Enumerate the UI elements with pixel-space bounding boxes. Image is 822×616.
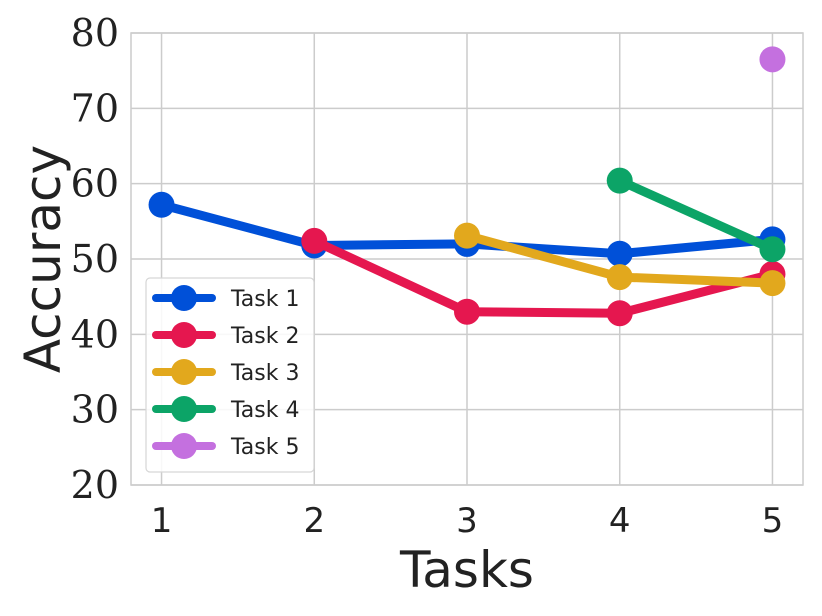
legend-swatch-marker — [171, 285, 197, 311]
legend-label: Task 3 — [230, 361, 299, 386]
legend-label: Task 1 — [230, 287, 299, 312]
legend-swatch-marker — [171, 396, 197, 422]
data-point — [454, 298, 480, 325]
data-point — [759, 270, 786, 297]
legend-swatch-marker — [171, 433, 197, 459]
y-tick-label: 30 — [71, 388, 119, 432]
data-point — [454, 222, 480, 249]
series-layer — [148, 46, 786, 327]
legend-entry: Task 3 — [152, 359, 299, 386]
series-line — [615, 176, 777, 254]
legend-swatch-marker — [171, 359, 197, 385]
series-task-3 — [454, 222, 786, 297]
legend-label: Task 2 — [230, 324, 299, 349]
legend-entry: Task 5 — [152, 433, 299, 460]
x-tick-label: 4 — [609, 501, 631, 541]
data-point — [759, 236, 786, 263]
y-tick-label: 70 — [71, 86, 119, 130]
y-axis-label: Accuracy — [14, 145, 72, 373]
y-tick-label: 20 — [71, 463, 119, 507]
legend-label: Task 4 — [230, 398, 299, 423]
data-point — [606, 264, 633, 291]
x-tick-label: 3 — [456, 501, 478, 541]
x-tick-label: 5 — [762, 501, 784, 541]
x-tick-label: 1 — [151, 501, 173, 541]
y-tick-label: 60 — [71, 162, 119, 206]
y-tick-label: 80 — [71, 11, 119, 55]
series-task-4 — [606, 167, 786, 263]
data-point — [148, 191, 175, 218]
y-tick-label: 40 — [71, 312, 119, 356]
x-axis-label: Tasks — [399, 541, 534, 599]
legend: Task 1 Task 2 Task 3 Task 4 Task 5 — [145, 277, 315, 473]
y-tick-label: 50 — [71, 237, 119, 281]
legend-label: Task 5 — [230, 435, 299, 460]
legend-entry: Task 2 — [152, 322, 299, 349]
legend-swatch-marker — [171, 322, 197, 348]
data-point — [606, 300, 633, 327]
legend-entry: Task 1 — [152, 285, 299, 312]
series-line — [309, 236, 777, 318]
series-task-5 — [759, 46, 786, 73]
data-point — [606, 167, 633, 194]
y-axis-ticks: 20 30 40 50 60 70 80 — [71, 11, 119, 507]
legend-entry: Task 4 — [152, 396, 299, 423]
x-tick-label: 2 — [303, 501, 325, 541]
data-point — [301, 227, 328, 254]
plot-area-frame — [130, 32, 804, 486]
x-axis-ticks: 1 2 3 4 5 — [151, 501, 784, 541]
data-point — [606, 240, 633, 267]
data-point — [759, 46, 786, 73]
